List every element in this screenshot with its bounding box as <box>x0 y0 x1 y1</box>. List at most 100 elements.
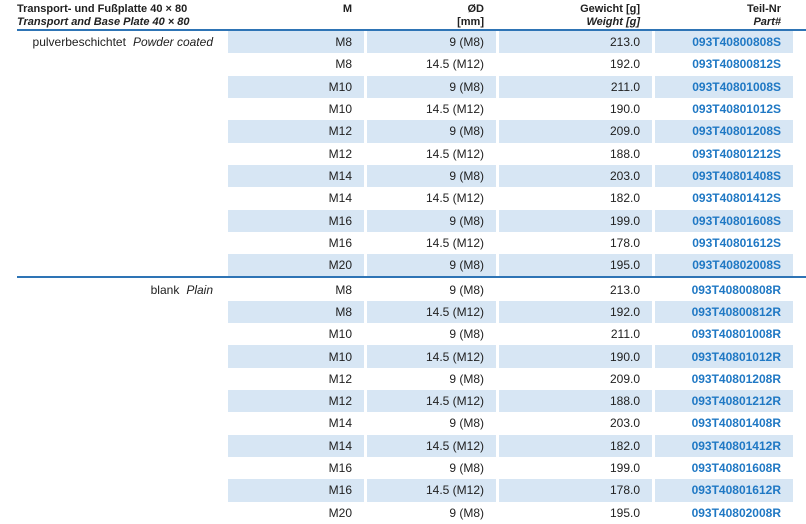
weight-cell: 195.0 <box>499 254 652 277</box>
section-divider <box>17 276 806 279</box>
weight-cell: 188.0 <box>499 390 652 413</box>
column-header-part: Teil-Nr Part# <box>655 3 793 29</box>
section-label-cell: pulverbeschichtet Powder coated <box>0 31 225 54</box>
thread-size-cell: M20 <box>328 505 352 520</box>
table-row: M12 14.5 (M12) 188.0 093T40801212S <box>0 142 806 165</box>
section-label-de: pulverbeschichtet <box>32 35 126 50</box>
table-row: M8 14.5 (M12) 192.0 093T40800812S <box>0 53 806 76</box>
section-label-cell <box>0 187 225 210</box>
weight-cell: 190.0 <box>609 102 640 117</box>
column-header-diameter-label: ØD <box>467 3 485 15</box>
section-label-cell <box>0 300 225 324</box>
table-row: M20 9 (M8) 195.0 093T40802008R <box>0 501 806 524</box>
table-row: M16 14.5 (M12) 178.0 093T40801612R <box>0 479 806 502</box>
part-number-link[interactable]: 093T40802008S <box>655 254 793 277</box>
weight-cell: 199.0 <box>499 209 652 232</box>
hole-diameter-cell: 14.5 (M12) <box>367 479 496 502</box>
weight-cell: 195.0 <box>609 505 640 520</box>
column-header-weight-en: Weight [g] <box>586 16 640 28</box>
thread-size-cell: M14 <box>228 164 364 188</box>
thread-size-cell: M8 <box>335 57 352 72</box>
section-label-cell <box>0 456 225 480</box>
section-label-cell <box>0 120 225 143</box>
table-row: M10 9 (M8) 211.0 093T40801008R <box>0 323 806 346</box>
part-number-link[interactable]: 093T40801412R <box>655 434 793 457</box>
section-label-cell <box>0 209 225 232</box>
hole-diameter-cell: 14.5 (M12) <box>425 102 484 117</box>
hole-diameter-cell: 14.5 (M12) <box>425 57 484 72</box>
part-number-link[interactable]: 093T40801408R <box>691 416 781 431</box>
thread-size-cell: M8 <box>335 282 352 297</box>
weight-cell: 199.0 <box>609 461 640 476</box>
hole-diameter-cell: 9 (M8) <box>367 164 496 188</box>
part-number-link[interactable]: 093T40800812R <box>655 300 793 324</box>
part-number-link[interactable]: 093T40801612R <box>655 479 793 502</box>
table-row: pulverbeschichtet Powder coated M8 9 (M8)… <box>0 31 806 54</box>
table-row: M14 9 (M8) 203.0 093T40801408S <box>0 164 806 188</box>
hole-diameter-cell: 9 (M8) <box>367 120 496 143</box>
thread-size-cell: M10 <box>328 102 352 117</box>
part-number-link[interactable]: 093T40801212S <box>692 146 781 161</box>
hole-diameter-cell: 9 (M8) <box>449 416 484 431</box>
weight-cell: 211.0 <box>499 75 652 98</box>
hole-diameter-cell: 14.5 (M12) <box>425 191 484 206</box>
section-label-cell <box>0 75 225 98</box>
column-header-diameter: ØD [mm] <box>367 3 496 29</box>
table-row: M16 14.5 (M12) 178.0 093T40801612S <box>0 231 806 255</box>
part-number-link[interactable]: 093T40801612S <box>692 235 781 250</box>
part-number-link[interactable]: 093T40801012R <box>655 345 793 368</box>
hole-diameter-cell: 14.5 (M12) <box>367 345 496 368</box>
hole-diameter-cell: 9 (M8) <box>449 282 484 297</box>
product-title: Transport- und Fußplatte 40 × 80 Transpo… <box>0 3 225 29</box>
table-row: blank Plain M8 9 (M8) 213.0 093T40800808R <box>0 278 806 301</box>
weight-cell: 203.0 <box>609 416 640 431</box>
weight-cell: 192.0 <box>609 57 640 72</box>
hole-diameter-cell: 9 (M8) <box>367 254 496 277</box>
weight-cell: 192.0 <box>499 300 652 324</box>
section-label-cell <box>0 367 225 390</box>
header-divider <box>17 29 806 31</box>
table-row: M12 9 (M8) 209.0 093T40801208R <box>0 367 806 390</box>
thread-size-cell: M10 <box>228 75 364 98</box>
table-row: M10 9 (M8) 211.0 093T40801008S <box>0 75 806 98</box>
column-header-m-label: M <box>342 3 352 15</box>
thread-size-cell: M8 <box>228 31 364 54</box>
part-number-link[interactable]: 093T40801408S <box>655 164 793 188</box>
section-label-cell <box>0 479 225 502</box>
part-number-link[interactable]: 093T40800808S <box>655 31 793 54</box>
part-number-link[interactable]: 093T40801608S <box>655 209 793 232</box>
column-header-part-en: Part# <box>753 16 781 28</box>
part-number-link[interactable]: 093T40801008S <box>655 75 793 98</box>
thread-size-cell: M16 <box>328 235 352 250</box>
section-label-cell <box>0 164 225 188</box>
table-row: M16 9 (M8) 199.0 093T40801608R <box>0 456 806 480</box>
weight-cell: 178.0 <box>609 235 640 250</box>
part-number-link[interactable]: 093T40801212R <box>655 390 793 413</box>
hole-diameter-cell: 14.5 (M12) <box>367 300 496 324</box>
product-title-de: Transport- und Fußplatte 40 × 80 <box>17 3 188 15</box>
part-number-link[interactable]: 093T40801012S <box>692 102 781 117</box>
table-row: M16 9 (M8) 199.0 093T40801608S <box>0 209 806 232</box>
thread-size-cell: M12 <box>328 371 352 386</box>
part-number-link[interactable]: 093T40801208S <box>655 120 793 143</box>
weight-cell: 178.0 <box>499 479 652 502</box>
part-number-link[interactable]: 093T40801412S <box>692 191 781 206</box>
part-number-link[interactable]: 093T40801208R <box>691 371 781 386</box>
section-label-cell <box>0 97 225 121</box>
product-title-en: Transport and Base Plate 40 × 80 <box>17 16 190 28</box>
part-number-link[interactable]: 093T40802008R <box>691 505 781 520</box>
thread-size-cell: M12 <box>228 390 364 413</box>
thread-size-cell: M16 <box>328 461 352 476</box>
hole-diameter-cell: 14.5 (M12) <box>425 235 484 250</box>
table-row: M20 9 (M8) 195.0 093T40802008S <box>0 254 806 277</box>
thread-size-cell: M12 <box>328 146 352 161</box>
part-number-link[interactable]: 093T40800808R <box>691 282 781 297</box>
section-label-cell <box>0 231 225 255</box>
part-number-link[interactable]: 093T40800812S <box>692 57 781 72</box>
part-number-link[interactable]: 093T40801608R <box>691 461 781 476</box>
weight-cell: 188.0 <box>609 146 640 161</box>
part-number-link[interactable]: 093T40801008R <box>691 327 781 342</box>
weight-cell: 182.0 <box>609 191 640 206</box>
hole-diameter-cell: 9 (M8) <box>449 461 484 476</box>
